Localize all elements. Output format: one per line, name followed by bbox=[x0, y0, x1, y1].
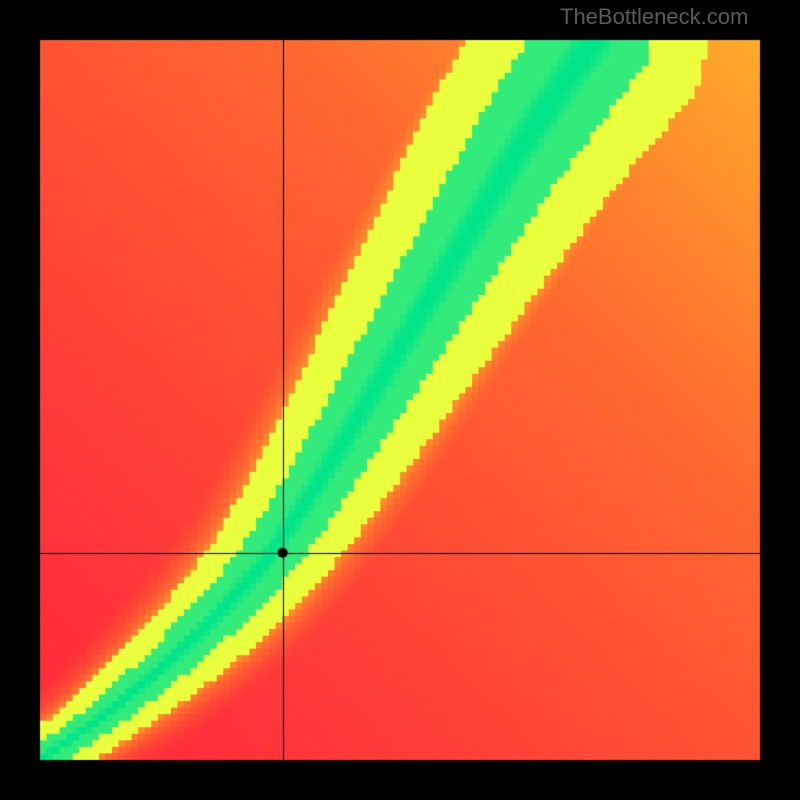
watermark-text: TheBottleneck.com bbox=[560, 4, 748, 30]
bottleneck-heatmap bbox=[0, 0, 800, 800]
